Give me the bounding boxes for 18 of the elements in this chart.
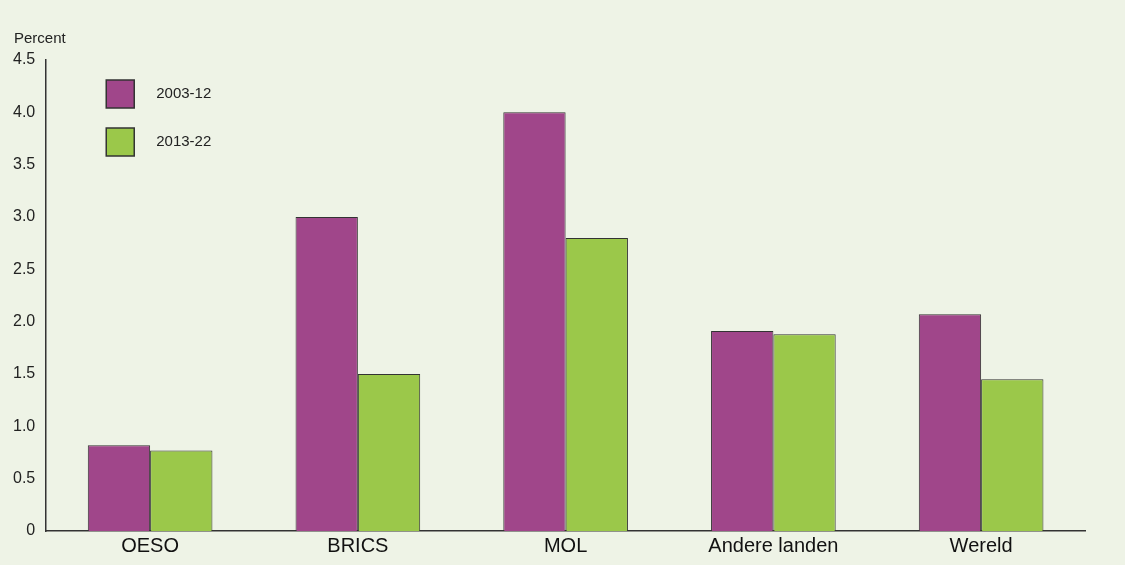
y-tick-label: 2.5 [12, 259, 36, 277]
y-tick-label: 3.5 [12, 155, 36, 173]
y-tick-label: 4.0 [12, 102, 36, 120]
x-tick-label: MOL [543, 533, 588, 556]
y-tick-label: 2.0 [12, 312, 36, 330]
legend-label: 2003-12 [156, 84, 212, 102]
x-tick-label: Andere landen [708, 533, 839, 556]
y-tick-label: 1.0 [12, 416, 36, 434]
x-tick-label: OESO [121, 533, 180, 556]
y-tick-label: 3.0 [12, 207, 36, 225]
y-axis-title: Percent [14, 28, 67, 46]
y-tick-label: 1.5 [12, 364, 36, 382]
x-tick-label: Wereld [949, 533, 1013, 556]
y-tick-label: 0 [26, 521, 36, 539]
y-tick-label: 4.5 [12, 50, 36, 68]
y-tick-label: 0.5 [12, 469, 36, 487]
x-tick-label: BRICS [327, 533, 389, 556]
legend-label: 2013-22 [156, 132, 212, 150]
